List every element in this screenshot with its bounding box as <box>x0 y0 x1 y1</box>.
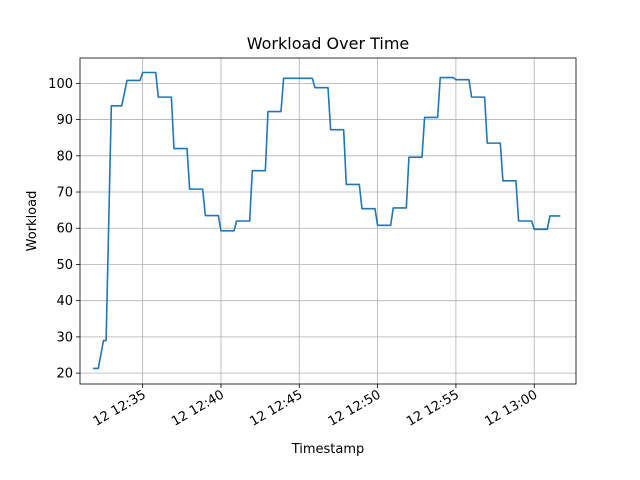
y-tick-label: 90 <box>56 113 73 128</box>
y-tick-label: 40 <box>56 294 73 309</box>
y-tick-label: 30 <box>56 330 73 345</box>
y-axis-label: Workload <box>25 191 40 252</box>
workload-series-line <box>93 71 561 370</box>
plot-frame <box>79 57 577 385</box>
y-tick-label: 20 <box>56 367 73 382</box>
chart-title: Workload Over Time <box>247 34 410 53</box>
y-tick-label: 100 <box>48 77 73 92</box>
y-axis: 20 30 40 50 60 70 80 90 100 <box>48 77 80 382</box>
y-tick-label: 80 <box>56 149 73 164</box>
x-axis-label: Timestamp <box>291 442 365 457</box>
y-tick-label: 70 <box>56 186 73 201</box>
y-tick-label: 50 <box>56 258 73 273</box>
y-tick-label: 60 <box>56 222 73 237</box>
line-layer <box>93 71 561 370</box>
